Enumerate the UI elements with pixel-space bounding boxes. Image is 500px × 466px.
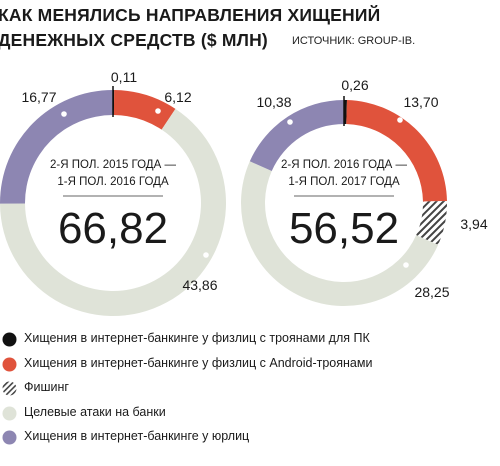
legend-swatch-pc-trojans bbox=[2, 332, 17, 347]
donut-2-marker-targeted-attacks bbox=[403, 262, 409, 268]
donut-1-slice-corporate-banking bbox=[0, 90, 114, 204]
donut-1-marker-targeted-attacks bbox=[203, 252, 209, 258]
legend-item-corporate-banking: Хищения в интернет-банкинге у юрлиц bbox=[0, 428, 500, 450]
chart-title-line-1: КАК МЕНЯЛИСЬ НАПРАВЛЕНИЯ ХИЩЕНИЙ bbox=[0, 5, 381, 25]
donut-2-label-pc-trojans: 0,26 bbox=[341, 77, 368, 93]
legend-swatch-corporate-banking bbox=[2, 430, 17, 445]
donut-2-slice-targeted-attacks bbox=[241, 161, 439, 306]
legend-item-pc-trojans: Хищения в интернет-банкинге у физлиц с т… bbox=[0, 330, 500, 352]
donut-1-total: 66,82 bbox=[58, 204, 168, 253]
donut-2-period-line-1: 2-Я ПОЛ. 2016 ГОДА — bbox=[281, 159, 407, 171]
donut-2-label-phishing: 3,94 bbox=[460, 216, 487, 232]
donut-2-period-line-2: 1-Я ПОЛ. 2017 ГОДА bbox=[288, 176, 400, 188]
donut-2-slice-phishing bbox=[416, 201, 448, 245]
chart-header: КАК МЕНЯЛИСЬ НАПРАВЛЕНИЯ ХИЩЕНИЙ ДЕНЕЖНЫ… bbox=[0, 0, 500, 60]
donut-1-marker-corporate-banking bbox=[61, 111, 67, 117]
legend-swatch-android-trojans bbox=[2, 357, 17, 372]
donut-1-label-corporate-banking: 16,77 bbox=[21, 89, 56, 105]
legend-label-android-trojans: Хищения в интернет-банкинге у физлиц с A… bbox=[24, 356, 373, 370]
donut-1-marker-android-trojans bbox=[155, 108, 161, 114]
donut-2-marker-android-trojans bbox=[397, 117, 403, 123]
legend-item-phishing: Фишинг bbox=[0, 379, 500, 401]
donut-1-period-line-2: 1-Я ПОЛ. 2016 ГОДА bbox=[57, 176, 169, 188]
donut-1-label-targeted-attacks: 43,86 bbox=[182, 277, 217, 293]
donut-1-slice-android-trojans bbox=[113, 90, 176, 130]
chart-title-line-2: ДЕНЕЖНЫХ СРЕДСТВ ($ МЛН) bbox=[0, 30, 268, 50]
legend-item-targeted-attacks: Целевые атаки на банки bbox=[0, 404, 500, 426]
donut-2-marker-phishing bbox=[453, 222, 459, 228]
donut-2-label-corporate-banking: 10,38 bbox=[256, 94, 291, 110]
chart-legend: Хищения в интернет-банкинге у физлиц с т… bbox=[0, 320, 500, 466]
donut-2-label-targeted-attacks: 28,25 bbox=[414, 284, 449, 300]
chart-source: ИСТОЧНИК: GROUP-IB. bbox=[292, 35, 416, 47]
legend-label-phishing: Фишинг bbox=[24, 380, 69, 394]
donut-2-label-android-trojans: 13,70 bbox=[403, 94, 438, 110]
donut-1-period-line-1: 2-Я ПОЛ. 2015 ГОДА — bbox=[50, 159, 176, 171]
donut-2-slice-android-trojans bbox=[346, 100, 447, 202]
legend-swatch-targeted-attacks bbox=[2, 406, 17, 421]
donut-charts: 0,11 6,12 43,86 16,77 2-Я ПОЛ. 2015 ГОДА — 1-… bbox=[0, 69, 488, 316]
legend-label-corporate-banking: Хищения в интернет-банкинге у юрлиц bbox=[24, 429, 250, 443]
donut-1-label-android-trojans: 6,12 bbox=[164, 89, 191, 105]
donut-2-slice-corporate-banking bbox=[249, 100, 344, 171]
donut-2-total: 56,52 bbox=[289, 204, 399, 253]
donut-1-label-pc-trojans: 0,11 bbox=[111, 69, 137, 85]
donut-2-marker-corporate-banking bbox=[287, 119, 293, 125]
legend-item-android-trojans: Хищения в интернет-банкинге у физлиц с A… bbox=[0, 355, 500, 377]
legend-label-pc-trojans: Хищения в интернет-банкинге у физлиц с т… bbox=[24, 331, 370, 345]
legend-label-targeted-attacks: Целевые атаки на банки bbox=[24, 405, 166, 419]
legend-swatch-phishing bbox=[2, 381, 17, 396]
